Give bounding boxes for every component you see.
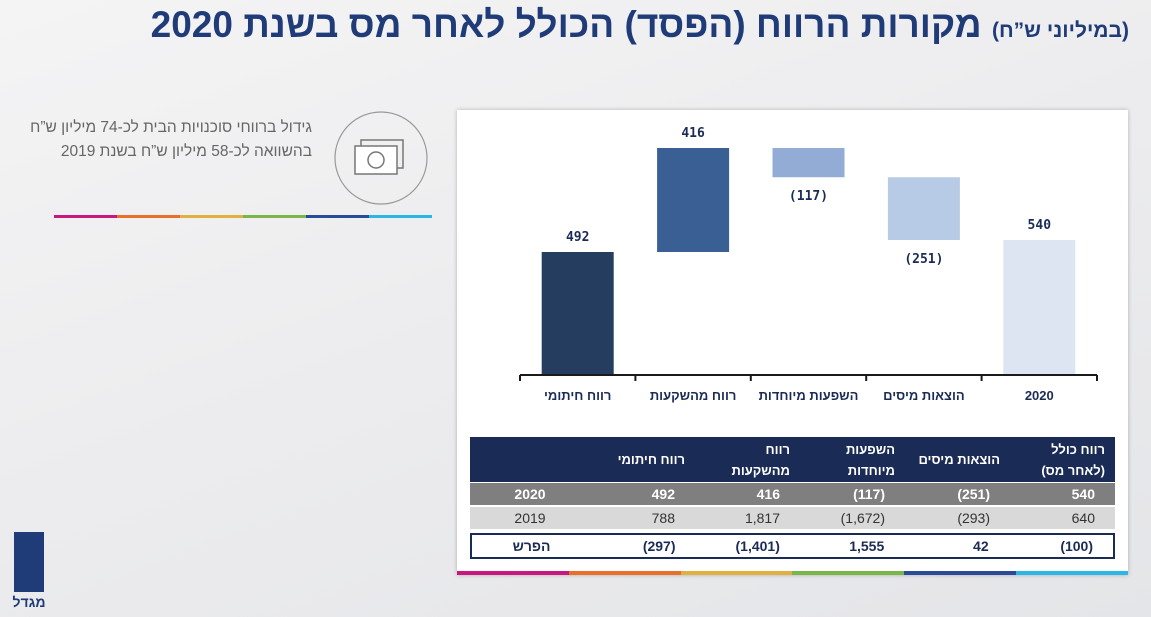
- row-label: 2020: [514, 486, 546, 502]
- table-cell: (1,401): [735, 538, 780, 554]
- table-cell: 492: [651, 486, 675, 502]
- table-header: רווח חיתומי רווח מהשקעות השפעות מיוחדות הוצ…: [470, 437, 1115, 482]
- side-note: גידול ברווחי סוכנויות הבית לכ-74 מיליון …: [30, 119, 312, 160]
- table-cell: 1,555: [849, 538, 885, 554]
- column-header: הוצאות מיסים: [918, 452, 1000, 467]
- value-label: 492: [565, 230, 590, 245]
- bar: [887, 177, 960, 240]
- bar: [1003, 240, 1076, 375]
- row-label: הפרש: [512, 538, 551, 554]
- logo-mark: [14, 532, 44, 592]
- table-cell: 640: [1071, 510, 1095, 526]
- x-tick-label: הוצאות מיסים: [883, 388, 965, 403]
- color-stripe: [54, 215, 432, 218]
- column-header: רווח חיתומי: [617, 452, 685, 467]
- x-tick-label: רווח חיתומי: [543, 388, 612, 403]
- table-cell: (100): [1060, 538, 1093, 554]
- value-label: 416: [681, 126, 705, 141]
- bar: [657, 148, 730, 252]
- x-tick-label: השפעות מיוחדות: [758, 388, 859, 403]
- table-cell: (1,672): [840, 510, 885, 526]
- column-header: השפעות מיוחדות: [845, 441, 895, 478]
- table-row: הפרש (297) (1,401) 1,555 42 (100): [470, 533, 1115, 559]
- title-text: מקורות הרווח (הפסד) הכולל לאחר מס בשנת 2…: [150, 4, 982, 45]
- color-stripe: [457, 571, 1128, 575]
- value-label: (117): [788, 189, 829, 205]
- value-label: 540: [1027, 218, 1052, 233]
- value-label: (251): [904, 252, 944, 267]
- table-cell: 1,817: [744, 510, 780, 526]
- logo-text: מגדל: [12, 594, 46, 610]
- subtitle: (במיליוני ש”ח): [991, 19, 1129, 42]
- table-cell: 416: [756, 486, 780, 502]
- bar: [541, 252, 614, 375]
- table-cell: 42: [973, 538, 989, 554]
- column-header: רווח כולל (לאחר מס): [1041, 441, 1105, 478]
- x-tick-label: רווח מהשקעות: [649, 388, 737, 403]
- table-cell: (117): [853, 486, 885, 502]
- bar: [772, 148, 845, 178]
- table-cell: (251): [957, 486, 990, 502]
- column-header: רווח מהשקעות: [731, 441, 790, 478]
- x-tick-label: 2020: [1024, 388, 1054, 403]
- table-row: 2020 492 416 (117) (251) 540: [470, 483, 1115, 505]
- table-cell: 540: [1071, 486, 1095, 502]
- table-row: 2019 788 1,817 (1,672) (293) 640: [470, 507, 1115, 529]
- table-cell: (293): [957, 510, 990, 526]
- money-icon: [334, 111, 428, 205]
- table-cell: (297): [642, 538, 676, 554]
- slide-title: (במיליוני ש”ח) מקורות הרווח (הפסד) הכולל…: [151, 4, 1129, 46]
- table-cell: 788: [651, 510, 675, 526]
- row-label: 2019: [514, 510, 546, 526]
- data-table: רווח חיתומי רווח מהשקעות השפעות מיוחדות הוצ…: [470, 437, 1115, 559]
